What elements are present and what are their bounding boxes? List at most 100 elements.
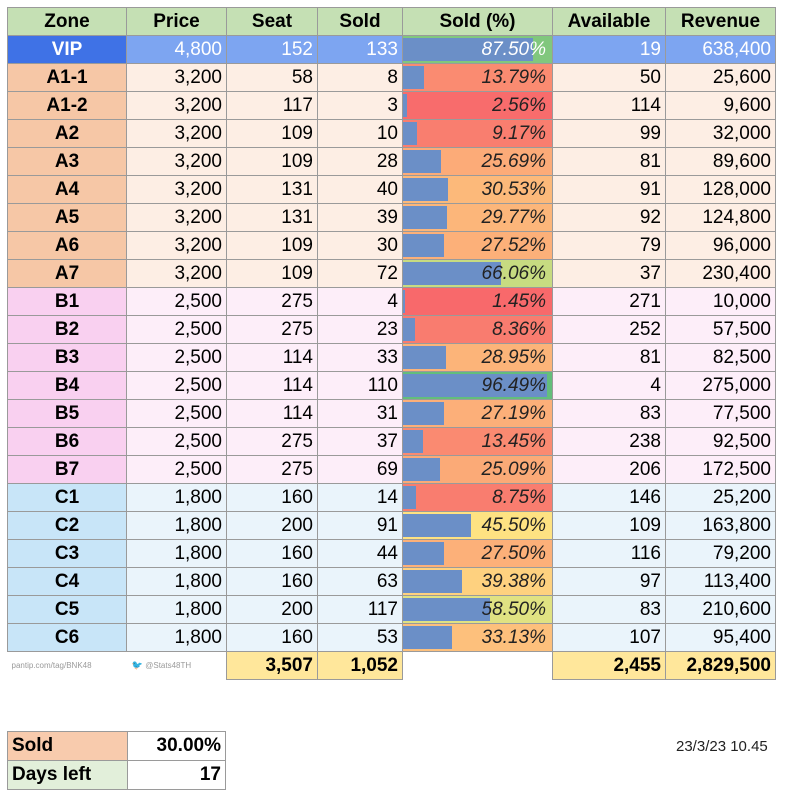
zone-revenue: 32,000 — [665, 119, 776, 148]
zone-sold: 39 — [317, 203, 403, 232]
timestamp: 23/3/23 10.45 — [676, 738, 768, 755]
zone-seat: 58 — [226, 63, 318, 92]
sold-percent-value: 30.53% — [481, 179, 546, 200]
zone-sold: 4 — [317, 287, 403, 316]
zone-seat: 200 — [226, 511, 318, 540]
zone-available: 109 — [552, 511, 666, 540]
zone-available: 37 — [552, 259, 666, 288]
summary-days-label: Days left — [7, 760, 128, 790]
zone-seat: 275 — [226, 287, 318, 316]
zone-price: 4,800 — [126, 35, 227, 64]
zone-row: B4 2,500 114 110 96.49% 4 275,000 — [7, 371, 776, 400]
zone-sold-percent: 66.06% — [402, 259, 553, 288]
zone-revenue: 275,000 — [665, 371, 776, 400]
zone-row: B1 2,500 275 4 1.45% 271 10,000 — [7, 287, 776, 316]
zone-available: 81 — [552, 147, 666, 176]
zone-seat: 275 — [226, 315, 318, 344]
header-sold: Sold — [317, 7, 403, 36]
sold-percent-bar — [403, 458, 441, 481]
zone-sold-percent: 87.50% — [402, 35, 553, 64]
zone-revenue: 77,500 — [665, 399, 776, 428]
zone-price: 2,500 — [126, 427, 227, 456]
zone-seat: 160 — [226, 483, 318, 512]
zone-row: B2 2,500 275 23 8.36% 252 57,500 — [7, 315, 776, 344]
zone-price: 3,200 — [126, 147, 227, 176]
sold-percent-value: 27.52% — [481, 235, 546, 256]
zone-price: 1,800 — [126, 567, 227, 596]
zone-revenue: 79,200 — [665, 539, 776, 568]
sold-percent-bar — [403, 206, 448, 229]
zone-name: C3 — [7, 539, 127, 568]
zone-available: 50 — [552, 63, 666, 92]
zone-available: 114 — [552, 91, 666, 120]
zone-sold-percent: 96.49% — [402, 371, 553, 400]
zone-price: 2,500 — [126, 287, 227, 316]
zone-row: A3 3,200 109 28 25.69% 81 89,600 — [7, 147, 776, 176]
zone-sold-percent: 27.50% — [402, 539, 553, 568]
zone-row: B7 2,500 275 69 25.09% 206 172,500 — [7, 455, 776, 484]
sold-percent-bar — [403, 514, 471, 537]
zone-seat: 114 — [226, 399, 318, 428]
zone-available: 19 — [552, 35, 666, 64]
sold-percent-value: 39.38% — [481, 571, 546, 592]
zone-name: A1-2 — [7, 91, 127, 120]
zone-seat: 131 — [226, 175, 318, 204]
zone-sold-percent: 30.53% — [402, 175, 553, 204]
zone-sold-percent: 9.17% — [402, 119, 553, 148]
header-available: Available — [552, 7, 666, 36]
zone-sold: 53 — [317, 623, 403, 652]
zone-row: A1-1 3,200 58 8 13.79% 50 25,600 — [7, 63, 776, 92]
zone-sold-percent: 28.95% — [402, 343, 553, 372]
ticket-sales-table: Zone Price Seat Sold Sold (%) Available … — [7, 7, 776, 680]
zone-price: 1,800 — [126, 623, 227, 652]
sold-percent-bar — [403, 402, 444, 425]
sold-percent-value: 27.19% — [481, 403, 546, 424]
header-price: Price — [126, 7, 227, 36]
total-revenue: 2,829,500 — [665, 651, 776, 680]
zone-price: 2,500 — [126, 315, 227, 344]
zone-row: A2 3,200 109 10 9.17% 99 32,000 — [7, 119, 776, 148]
zone-row: C1 1,800 160 14 8.75% 146 25,200 — [7, 483, 776, 512]
zone-sold: 37 — [317, 427, 403, 456]
zone-sold: 110 — [317, 371, 403, 400]
zone-available: 97 — [552, 567, 666, 596]
zone-sold-percent: 39.38% — [402, 567, 553, 596]
zone-name: B4 — [7, 371, 127, 400]
zone-sold-percent: 1.45% — [402, 287, 553, 316]
sold-percent-value: 25.69% — [481, 151, 546, 172]
zone-name: C1 — [7, 483, 127, 512]
zone-sold: 117 — [317, 595, 403, 624]
zone-sold: 72 — [317, 259, 403, 288]
twitter-credit: @Stats48TH — [145, 661, 192, 671]
zone-price: 2,500 — [126, 343, 227, 372]
header-sold-percent: Sold (%) — [402, 7, 553, 36]
zone-available: 83 — [552, 399, 666, 428]
zone-name: C5 — [7, 595, 127, 624]
zone-seat: 152 — [226, 35, 318, 64]
zone-available: 81 — [552, 343, 666, 372]
zone-sold-percent: 8.36% — [402, 315, 553, 344]
total-pct-empty — [402, 651, 553, 680]
sold-percent-bar — [403, 38, 534, 61]
zone-revenue: 57,500 — [665, 315, 776, 344]
zone-price: 1,800 — [126, 595, 227, 624]
sold-percent-value: 33.13% — [481, 627, 546, 648]
zone-row: C5 1,800 200 117 58.50% 83 210,600 — [7, 595, 776, 624]
zone-seat: 114 — [226, 343, 318, 372]
zone-sold-percent: 29.77% — [402, 203, 553, 232]
zone-sold: 30 — [317, 231, 403, 260]
zone-revenue: 95,400 — [665, 623, 776, 652]
zone-seat: 109 — [226, 147, 318, 176]
zone-seat: 114 — [226, 371, 318, 400]
zone-available: 271 — [552, 287, 666, 316]
zone-row: A4 3,200 131 40 30.53% 91 128,000 — [7, 175, 776, 204]
zone-seat: 109 — [226, 231, 318, 260]
zone-seat: 160 — [226, 567, 318, 596]
zone-price: 3,200 — [126, 63, 227, 92]
zone-sold: 33 — [317, 343, 403, 372]
sold-percent-value: 28.95% — [481, 347, 546, 368]
zone-seat: 131 — [226, 203, 318, 232]
zone-price: 1,800 — [126, 539, 227, 568]
zone-revenue: 172,500 — [665, 455, 776, 484]
zone-name: A2 — [7, 119, 127, 148]
